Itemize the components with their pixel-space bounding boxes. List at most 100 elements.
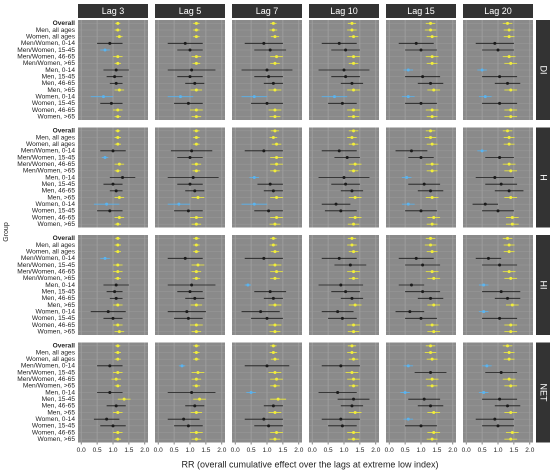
point <box>267 209 271 213</box>
point <box>271 236 275 240</box>
point <box>348 263 352 267</box>
point <box>116 21 120 25</box>
point <box>275 216 279 219</box>
point <box>510 431 514 434</box>
point <box>340 424 344 428</box>
point <box>337 41 341 45</box>
point <box>113 290 117 294</box>
y-tick-label: Overall <box>53 20 76 27</box>
point <box>350 236 354 240</box>
y-tick-label: Women, all ages <box>26 248 76 255</box>
y-tick-label: Men/Women, >65 <box>23 168 75 175</box>
point <box>116 276 120 280</box>
y-tick-label: Women, all ages <box>26 141 76 148</box>
point <box>114 68 118 72</box>
point <box>273 61 277 65</box>
point <box>334 202 338 206</box>
y-tick-label: Men/Women, 0-14 <box>21 40 75 47</box>
x-axis-title: RR (overall cumulative effect over the l… <box>182 459 439 469</box>
point <box>103 48 107 52</box>
x-tick-label: 2.0 <box>140 447 149 454</box>
point <box>194 88 198 92</box>
point <box>350 296 354 300</box>
point <box>350 344 354 348</box>
facet-label: H <box>539 174 549 181</box>
point <box>117 216 121 219</box>
point <box>194 330 198 334</box>
point <box>496 209 500 213</box>
point <box>405 176 409 179</box>
x-tick-label: 0.5 <box>170 447 179 454</box>
point <box>509 437 513 441</box>
point <box>265 68 269 72</box>
point <box>350 243 354 247</box>
point <box>196 371 200 374</box>
point <box>116 222 120 226</box>
point <box>116 437 120 441</box>
point <box>507 28 511 32</box>
point <box>403 391 407 394</box>
point <box>419 424 423 428</box>
y-tick-label: Men, all ages <box>36 349 76 356</box>
point <box>507 142 511 146</box>
y-tick-label: Women, 46-65 <box>32 107 75 114</box>
x-tick-label: 1.5 <box>355 447 364 454</box>
x-tick-label: 1.5 <box>278 447 287 454</box>
y-tick-label: Men, 0-14 <box>45 67 75 74</box>
point <box>188 156 192 159</box>
point <box>432 276 436 280</box>
point <box>480 149 484 153</box>
point <box>273 323 277 327</box>
point <box>252 95 256 99</box>
y-tick-label: Men/Women, 46-65 <box>17 161 75 168</box>
point <box>113 75 117 79</box>
y-tick-label: Men/Women, 0-14 <box>21 148 75 155</box>
point <box>196 196 200 199</box>
point <box>194 136 198 139</box>
x-tick-label: 1.5 <box>201 447 210 454</box>
y-tick-label: Men, 15-45 <box>42 181 76 188</box>
point <box>339 417 343 421</box>
point <box>194 169 198 173</box>
point <box>267 424 271 428</box>
point <box>352 323 356 327</box>
y-tick-label: Women, >65 <box>38 436 76 443</box>
point <box>116 115 120 119</box>
point <box>352 129 356 133</box>
point <box>186 424 190 428</box>
y-tick-label: Women, 0-14 <box>36 416 76 423</box>
point <box>246 283 250 287</box>
point <box>249 391 253 394</box>
point <box>340 101 344 105</box>
point <box>116 384 120 388</box>
y-tick-label: Women, all ages <box>26 33 76 40</box>
point <box>265 101 269 105</box>
point <box>509 108 513 112</box>
point <box>194 384 198 388</box>
point <box>273 222 277 226</box>
point <box>273 250 277 254</box>
point <box>273 357 277 361</box>
point <box>194 344 198 348</box>
point <box>350 351 354 354</box>
point <box>496 424 500 428</box>
facet-label: Lag 20 <box>484 6 512 16</box>
point <box>193 81 197 85</box>
y-tick-label: Men, 0-14 <box>45 174 75 181</box>
point <box>498 263 502 267</box>
point <box>191 176 195 179</box>
point <box>271 404 275 408</box>
point <box>421 263 425 267</box>
point <box>352 115 356 119</box>
point <box>116 344 120 348</box>
y-tick-label: Men/Women, 15-45 <box>17 369 75 376</box>
point <box>498 397 502 401</box>
point <box>116 351 120 354</box>
point <box>344 48 348 52</box>
y-tick-label: Women, 46-65 <box>32 322 75 329</box>
point <box>190 283 194 287</box>
x-tick-label: 0.5 <box>324 447 333 454</box>
facet-strip <box>463 4 533 18</box>
x-tick-label: 0.0 <box>385 447 394 454</box>
